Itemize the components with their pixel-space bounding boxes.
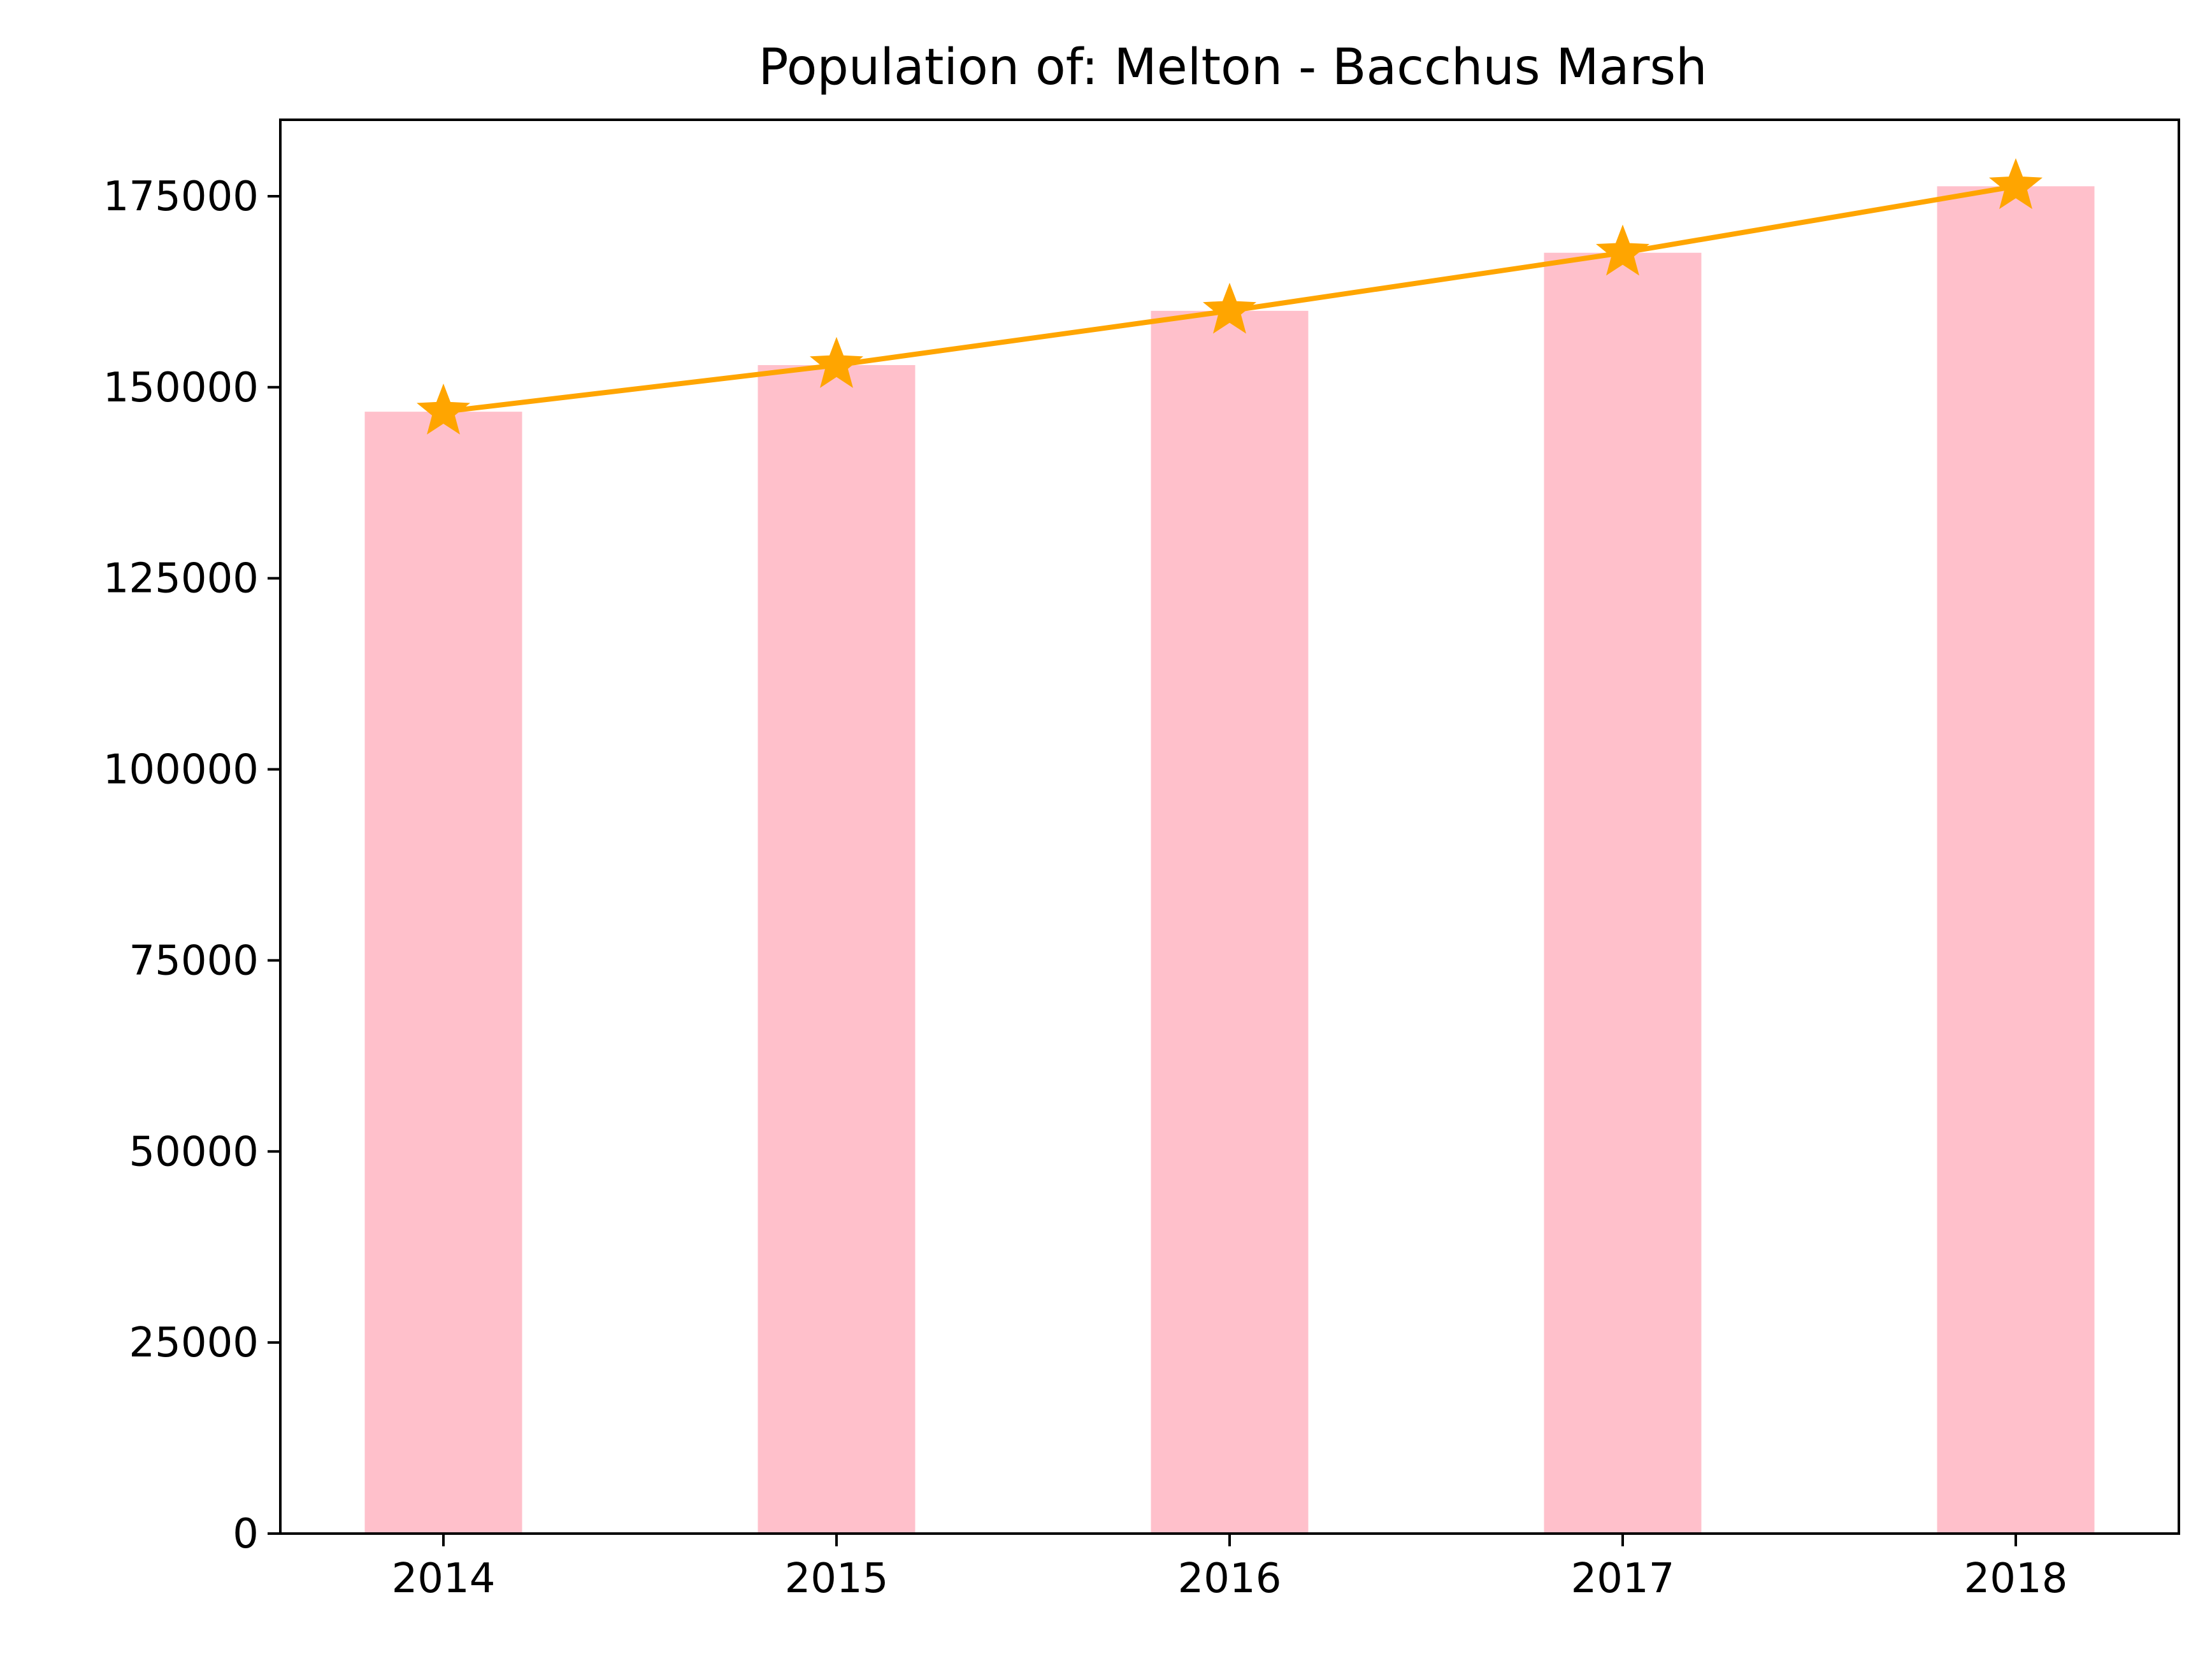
star-marker-2017	[1595, 224, 1650, 276]
bar-2016	[1151, 310, 1309, 1534]
bar-2015	[758, 365, 916, 1534]
y-tick-label: 175000	[103, 173, 259, 220]
y-tick-label: 100000	[103, 747, 259, 794]
bar-2017	[1544, 252, 1702, 1534]
y-tick-label: 125000	[103, 556, 259, 603]
star-marker-2015	[809, 336, 864, 388]
bar-2018	[1937, 186, 2095, 1534]
x-tick-label: 2017	[1571, 1555, 1675, 1602]
line-layer	[416, 158, 2043, 435]
star-marker-2016	[1202, 282, 1257, 334]
x-tick-label: 2016	[1178, 1555, 1282, 1602]
y-tick-label: 150000	[103, 364, 259, 412]
bar-2014	[364, 412, 522, 1534]
star-marker-2018	[1988, 158, 2043, 210]
star-marker-2014	[416, 383, 471, 435]
y-tick-label: 75000	[129, 937, 259, 984]
y-tick-label: 0	[233, 1511, 259, 1558]
x-tick-label: 2014	[392, 1555, 496, 1602]
x-tick-label: 2018	[1964, 1555, 2068, 1602]
axes-layer: 0 25000 50000 75000 100000 125000 150000 175000…	[103, 119, 2180, 1602]
y-tick-label: 50000	[129, 1128, 259, 1176]
bars-layer	[364, 186, 2095, 1534]
chart-title: Population of: Melton - Bacchus Marsh	[758, 39, 1707, 96]
x-tick-label: 2015	[785, 1555, 889, 1602]
y-tick-label: 25000	[129, 1319, 259, 1367]
